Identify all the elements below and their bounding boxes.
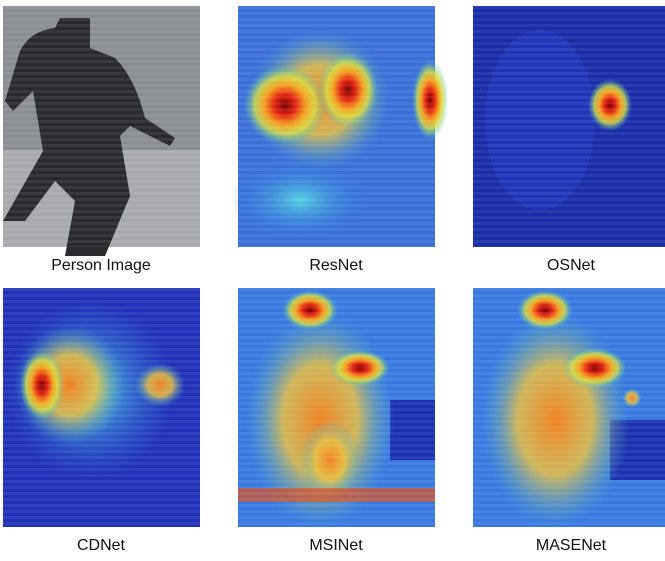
cdnet-heatmap	[3, 288, 200, 527]
masenet-heatmap	[473, 288, 665, 530]
caption: OSNet	[547, 257, 596, 274]
figure: Person Image ResNet OSNet CDNet MSINet M…	[0, 0, 665, 556]
osnet-heatmap	[473, 6, 665, 247]
msinet-heatmap	[238, 288, 435, 530]
resnet-heatmap	[230, 6, 448, 247]
caption: CDNet	[77, 537, 126, 554]
person-image	[3, 6, 200, 256]
page: Person Image ResNet OSNet CDNet MSINet M…	[0, 0, 665, 556]
caption: Person Image	[51, 257, 151, 274]
caption: ResNet	[309, 257, 363, 274]
caption: MASENet	[536, 537, 607, 554]
caption: MSINet	[309, 537, 363, 554]
